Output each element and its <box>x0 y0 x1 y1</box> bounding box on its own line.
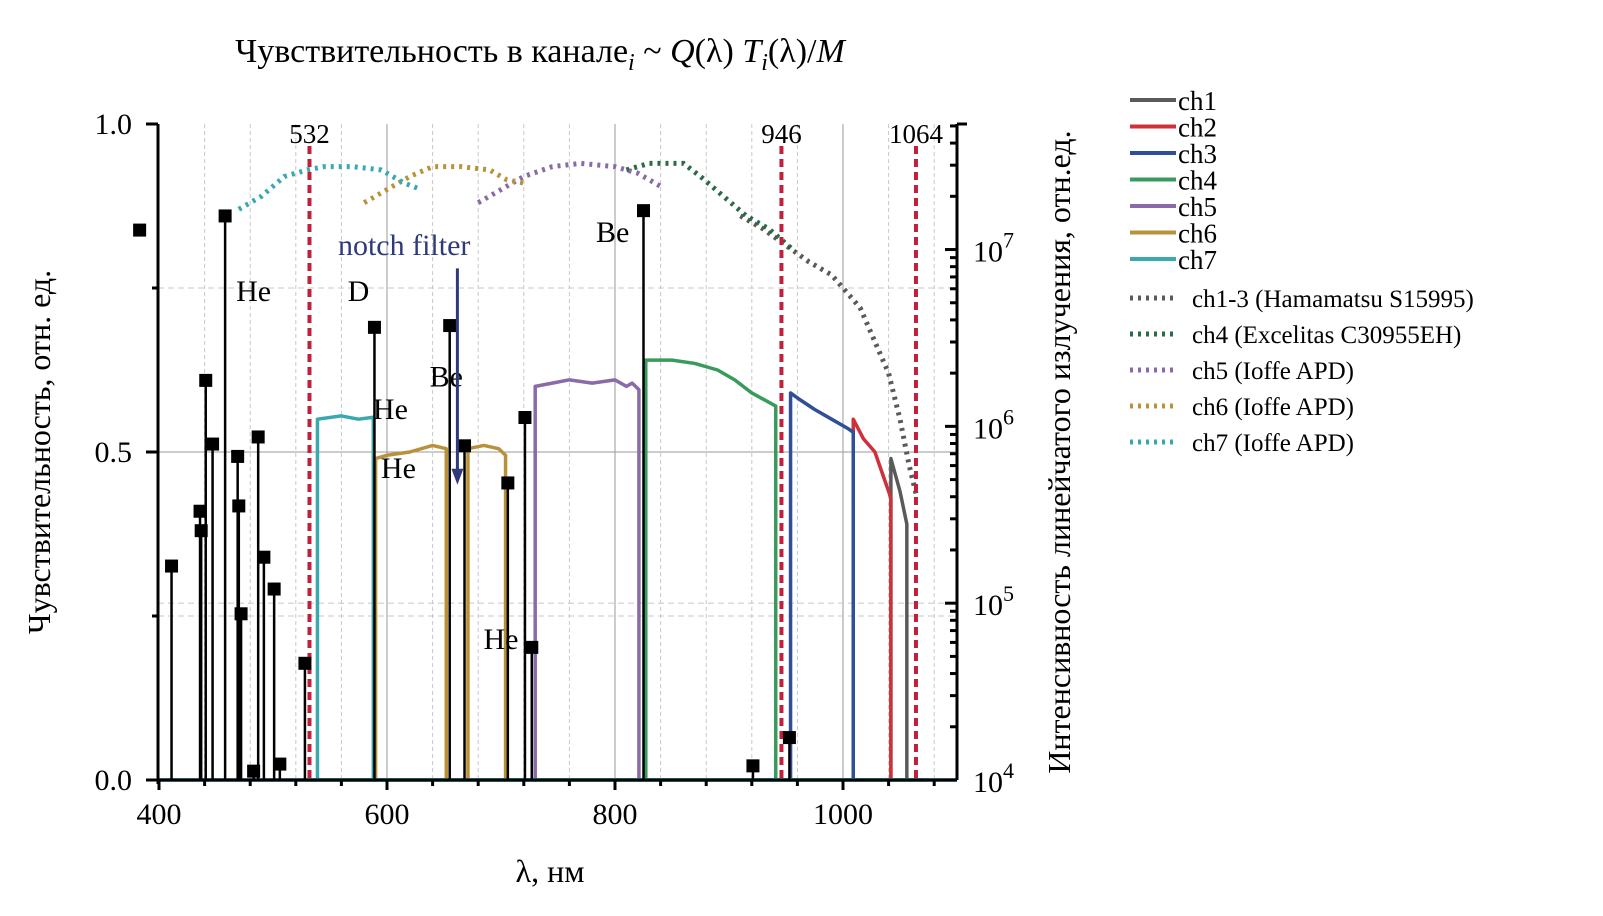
legend-label-ch1-3-qe: ch1-3 (Hamamatsu S15995) <box>1192 286 1474 313</box>
series-ch6 <box>373 443 508 782</box>
spectral-line-marker <box>298 656 312 670</box>
legend-label-ch2: ch2 <box>1178 113 1217 143</box>
spectral-line-marker <box>518 411 532 425</box>
legend-label-ch4: ch4 <box>1178 166 1217 196</box>
chart-title: Чувствительность в каналеi ~ Q(λ) Ti(λ)/… <box>235 33 846 76</box>
series-qe-ch1-3 <box>739 213 920 499</box>
spectral-line-marker <box>251 430 265 444</box>
laser-label-1064: 1064 <box>889 119 944 149</box>
spectral-line-marker <box>234 607 248 621</box>
spectral-line-marker <box>257 550 271 564</box>
x-tick-label: 800 <box>593 798 638 831</box>
series-ch5 <box>533 378 641 780</box>
series-ch3 <box>788 391 856 780</box>
spectral-line-marker <box>273 757 287 771</box>
spectral-line-marker <box>199 373 213 387</box>
legend-label-ch6: ch6 <box>1178 219 1217 249</box>
legend-label-ch7-qe: ch7 (Ioffe APD) <box>1192 430 1354 457</box>
notch-filter-label: notch filter <box>338 229 470 262</box>
spectral-line-marker <box>367 320 381 334</box>
spectral-line-marker <box>194 524 208 538</box>
y2-tick-label: 104 <box>973 758 1014 799</box>
spectral-line-marker <box>637 204 650 218</box>
spectral-line-marker <box>267 582 281 596</box>
series-solid <box>159 358 957 782</box>
spectral-line-marker <box>232 499 246 513</box>
spectral-line-marker <box>193 504 207 518</box>
spectral-line-marker <box>458 439 472 453</box>
legend-label-ch7: ch7 <box>1178 245 1217 275</box>
y2-tick-label: 105 <box>973 581 1014 622</box>
spectral-line-marker <box>443 319 457 333</box>
notch-filter-arrowhead <box>451 468 464 485</box>
spectral-line-marker <box>133 223 147 237</box>
series-ch2 <box>851 417 893 780</box>
annotation-Be: Be <box>596 216 629 249</box>
spectral-line-marker <box>501 476 515 490</box>
grid <box>158 124 957 780</box>
spectral-line-marker <box>525 640 539 654</box>
spectral-line-marker <box>247 764 261 778</box>
y2-tick-label: 107 <box>973 228 1014 269</box>
series-qe-ch7 <box>237 164 423 212</box>
annotation-He: He <box>381 452 416 485</box>
series-ch1 <box>159 456 957 782</box>
series-dotted <box>237 160 920 499</box>
x-tick-label: 400 <box>137 798 182 831</box>
y-axis-label: Чувствительность, отн. ед. <box>21 270 57 634</box>
annotation-He: He <box>236 275 271 308</box>
legend-label-ch6-qe: ch6 (Ioffe APD) <box>1192 394 1354 421</box>
spectral-line-marker <box>165 559 179 573</box>
x-tick-label: 1000 <box>813 798 873 831</box>
series-qe-ch4 <box>625 160 794 251</box>
y2-tick-label: 106 <box>973 404 1014 445</box>
legend-label-ch4-qe: ch4 (Excelitas C30955EH) <box>1192 322 1461 349</box>
spectral-line-marker <box>231 449 245 463</box>
legend-label-ch5-qe: ch5 (Ioffe APD) <box>1192 358 1354 385</box>
series-ch7 <box>159 414 957 782</box>
spectral-line-marker <box>218 209 232 223</box>
annotation-He: He <box>373 393 408 426</box>
y-tick-label: 1.0 <box>95 108 133 141</box>
x-tick-label: 600 <box>365 798 410 831</box>
laser-label-946: 946 <box>761 119 802 149</box>
spectral-line-marker <box>746 759 760 773</box>
annotation-He: He <box>484 623 519 656</box>
series-ch4 <box>644 358 778 780</box>
y-tick-label: 0.0 <box>95 764 133 797</box>
spectral-line-marker <box>782 731 796 745</box>
legend-label-ch5: ch5 <box>1178 192 1217 222</box>
spectral-line-marker <box>206 437 220 451</box>
laser-label-532: 532 <box>289 119 330 149</box>
y-tick-label: 0.5 <box>95 436 133 469</box>
spectral-lines <box>133 204 796 780</box>
annotation-D: D <box>348 275 370 308</box>
y2-axis-label: Интенсивность линейчатого излучения, отн… <box>1041 130 1077 773</box>
legend-label-ch3: ch3 <box>1178 139 1217 169</box>
laser-lines: 532 946 1064 <box>289 119 943 780</box>
legend-label-ch1: ch1 <box>1178 86 1217 116</box>
axes: 400 600 800 1000 0.0 0.5 1.0 104 105 106 107 <box>95 108 1015 831</box>
x-axis-label: λ, нм <box>516 853 585 889</box>
